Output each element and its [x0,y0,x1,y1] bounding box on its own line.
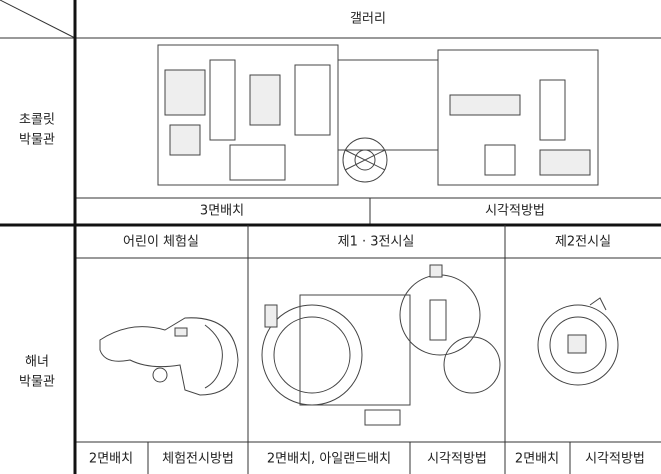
cell: 시각적방법 [427,452,487,467]
room-name: 어린이 체험실 [123,235,199,250]
row-label: 해녀 [25,355,49,370]
diagonal-line [0,0,76,39]
floor-plan [261,264,501,426]
cell: 2면배치 [515,452,559,467]
cell: 2면배치, 아일랜드배치 [267,452,391,467]
row-label: 박물관 [19,375,55,390]
floor-plan [157,44,599,186]
cell: 체험전시방법 [162,452,234,467]
room-name: 제1 · 3전시실 [338,235,415,250]
row-label: 초콜릿 [19,113,55,128]
cell: 2면배치 [89,452,133,467]
row-label: 박물관 [19,133,55,148]
floor-plan [99,317,239,396]
cell: 시각적방법 [585,452,645,467]
room-name: 제2전시실 [555,235,611,250]
header: 갤러리 [350,12,386,27]
cell: 시각적방법 [485,204,545,219]
cell: 3면배치 [200,204,244,219]
floor-plan [537,297,619,386]
